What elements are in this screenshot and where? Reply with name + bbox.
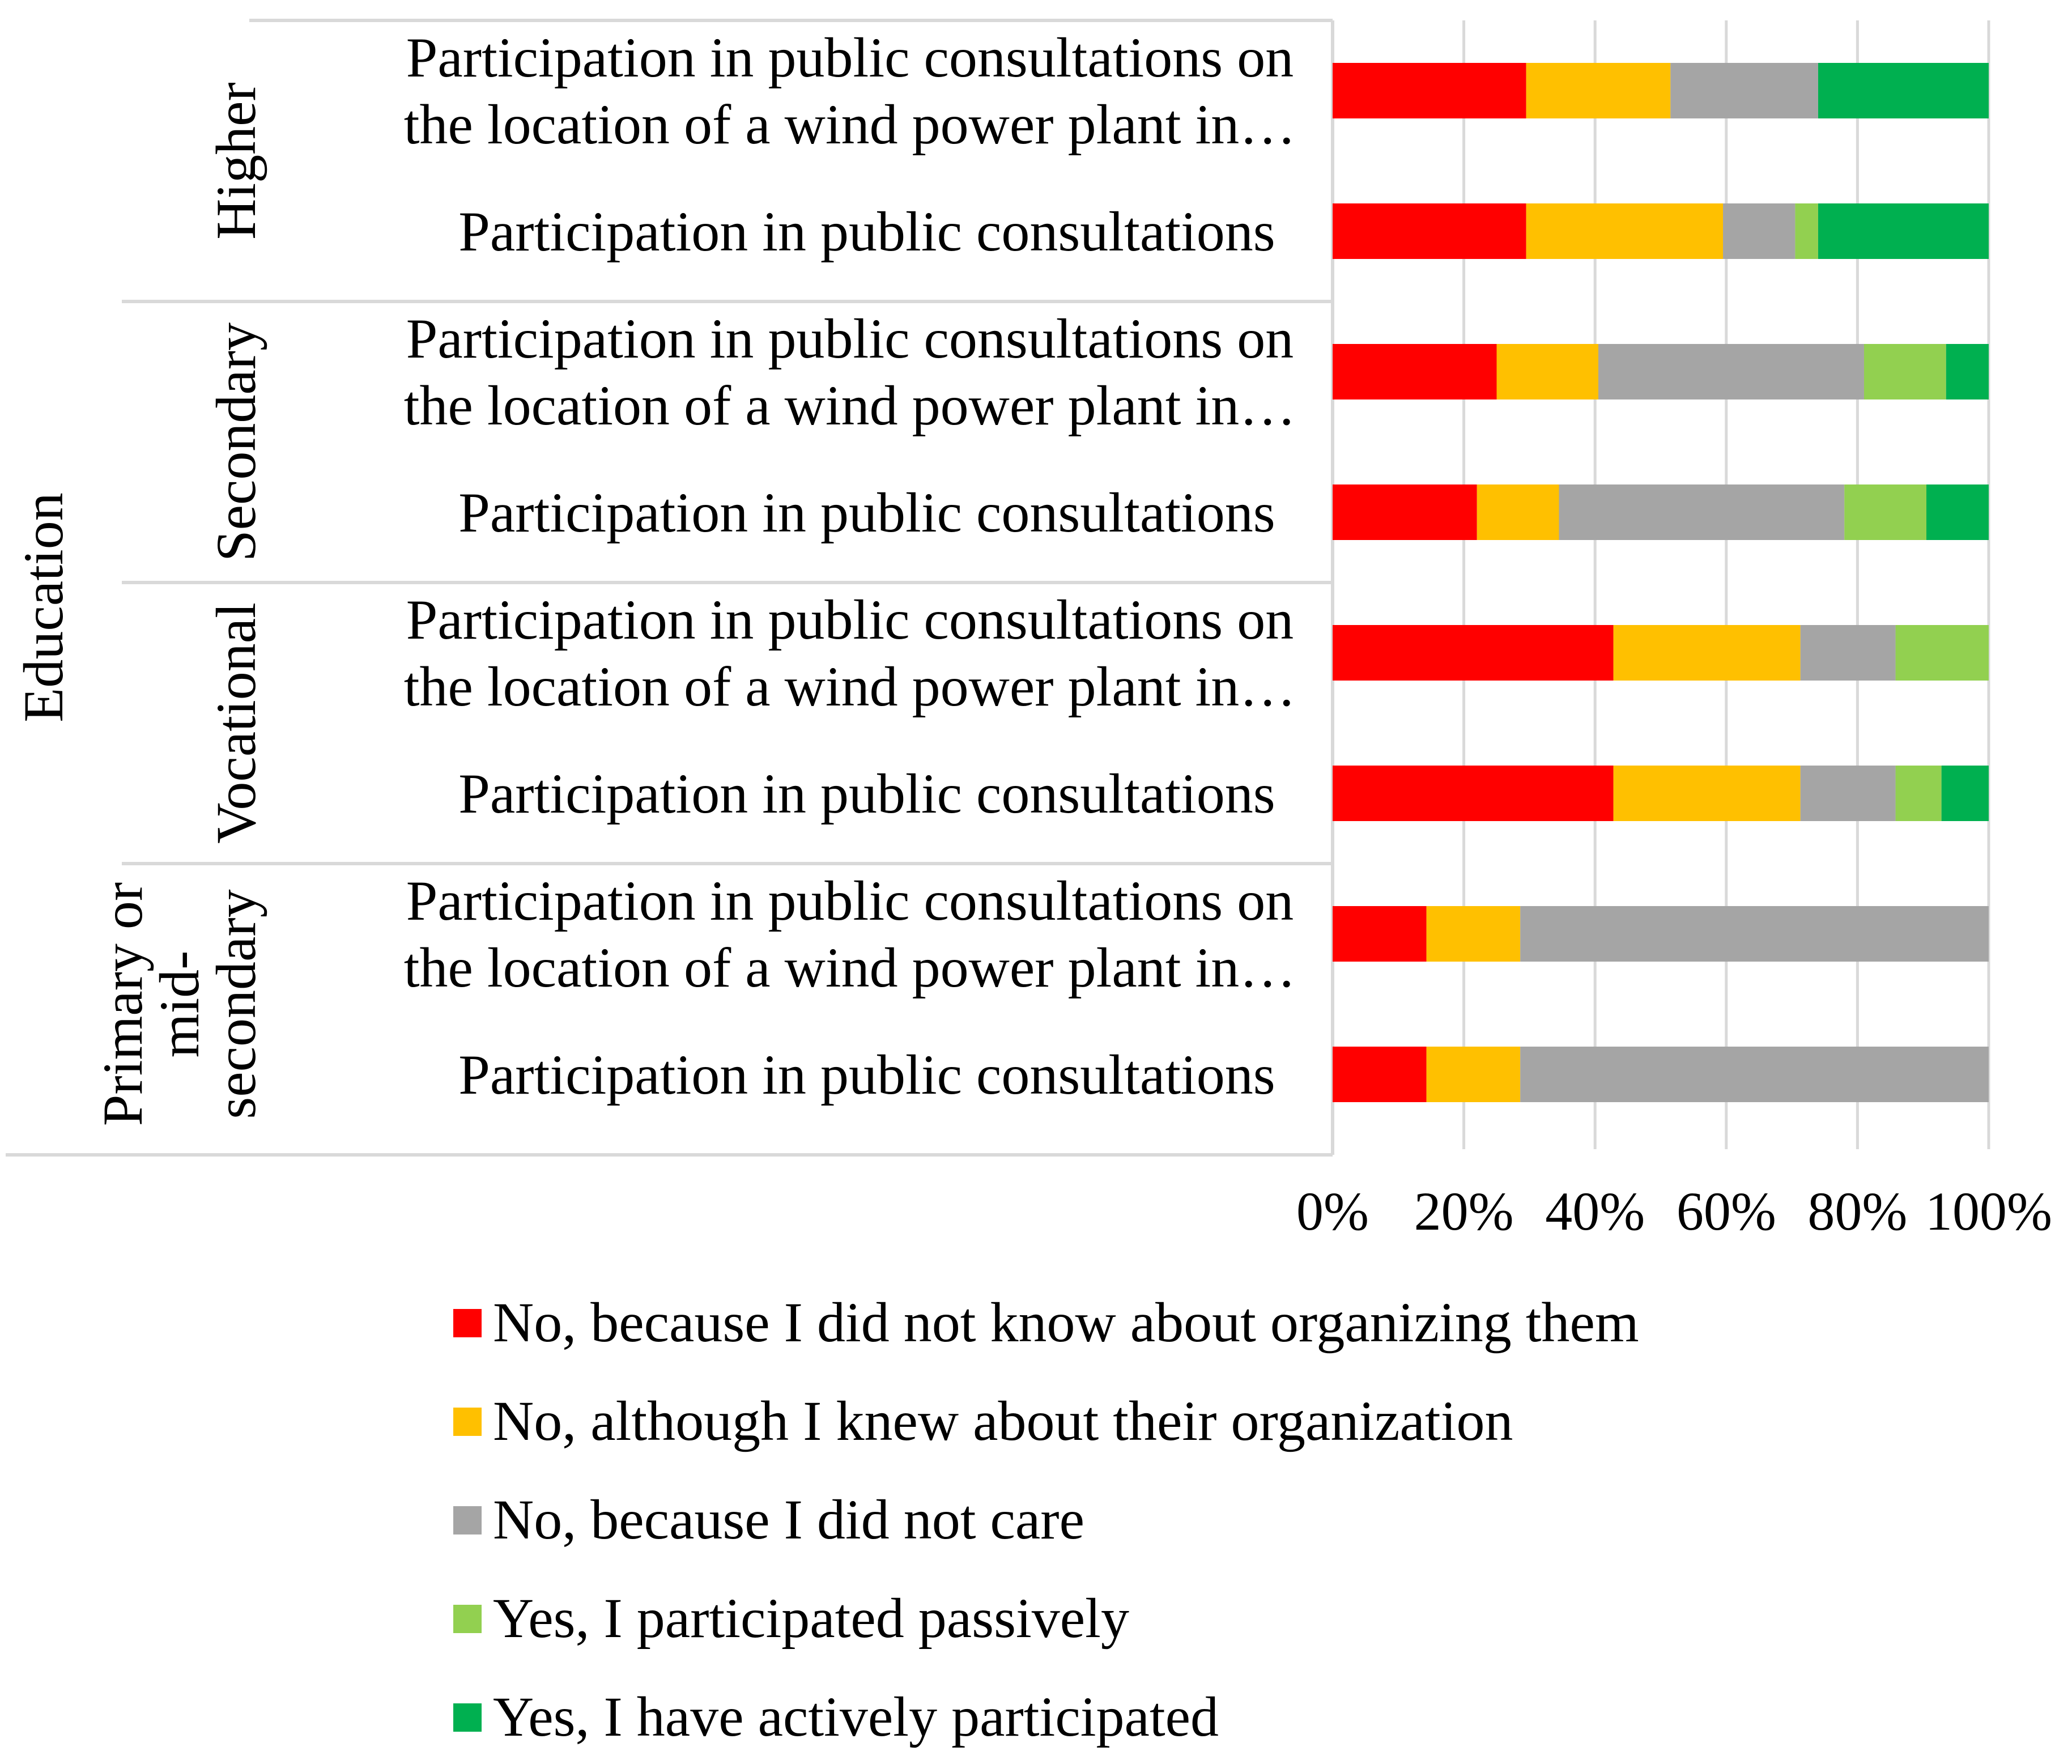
bar-segment [1795,203,1818,259]
group-label-line: secondary [205,889,267,1119]
group-label-line: Higher [205,82,267,240]
category-label-line: the location of a wind power plant in… [404,93,1296,156]
bar-segment [1526,203,1724,259]
bar-segment [1613,766,1801,821]
legend-label: No, because I did not care [493,1488,1084,1551]
group-label-line: mid- [148,951,211,1058]
bar-segment [1598,344,1864,399]
category-label: Participation in public consultations [458,762,1275,825]
bar-segment [1333,766,1614,821]
group-label: Primary ormid-secondary [91,882,267,1126]
bar-segment [1333,1047,1427,1102]
category-label-line: the location of a wind power plant in… [404,936,1296,999]
bar-segment [1863,344,1946,399]
x-tick-label: 0% [1296,1181,1369,1242]
bar-segment [1895,625,1989,681]
bar-segment [1818,203,1989,259]
x-tick-label: 100% [1925,1181,2052,1242]
legend-swatch [453,1408,482,1436]
category-label: Participation in public consultations [458,1043,1275,1106]
category-label-line: Participation in public consultations [458,200,1275,263]
category-label-line: Participation in public consultations [458,762,1275,825]
category-label: Participation in public consultations on… [404,869,1296,999]
bar-segment [1477,484,1559,540]
bar-segment [1496,344,1598,399]
category-label: Participation in public consultations on… [404,307,1296,437]
bar-segment [1333,63,1526,118]
legend-swatch [453,1605,482,1633]
bar-segment [1520,906,1989,962]
bar-segment [1520,1047,1989,1102]
x-tick-label: 60% [1677,1181,1776,1242]
group-label-line: Vocational [205,602,267,844]
category-label-line: Participation in public consultations on [406,869,1294,932]
category-label: Participation in public consultations on… [404,26,1296,156]
bar-segment [1818,63,1989,118]
legend-swatch [453,1703,482,1732]
category-label: Participation in public consultations [458,200,1275,263]
legend-label: No, although I knew about their organiza… [493,1389,1513,1452]
category-label: Participation in public consultations [458,481,1275,544]
bar-segment [1926,484,1989,540]
bar-segment [1333,484,1477,540]
x-tick-label: 40% [1545,1181,1645,1242]
bar-segment [1333,625,1614,681]
bar-segment [1559,484,1845,540]
bar-segment [1723,203,1796,259]
legend-label: No, because I did not know about organiz… [493,1291,1639,1354]
bar-segment [1844,484,1926,540]
category-label-line: Participation in public consultations on [406,26,1294,89]
group-label: Higher [205,82,267,240]
bar-segment [1333,203,1526,259]
bar-segment [1946,344,1989,399]
bar-segment [1800,766,1896,821]
bar-segment [1333,906,1427,962]
category-label-line: Participation in public consultations on [406,588,1294,651]
axis-title: Education [12,492,75,722]
bar-segment [1426,906,1521,962]
category-label: Participation in public consultations on… [404,588,1296,718]
bar-segment [1800,625,1896,681]
category-label-line: the location of a wind power plant in… [404,655,1296,718]
legend-swatch [453,1506,482,1535]
group-label-line: Secondary [205,322,267,562]
bar-segment [1333,344,1497,399]
bar-segment [1670,63,1818,118]
x-tick-label: 80% [1807,1181,1907,1242]
bar-segment [1941,766,1989,821]
bar-segment [1426,1047,1521,1102]
group-label: Secondary [205,322,267,562]
category-label-line: Participation in public consultations [458,1043,1275,1106]
category-label-line: Participation in public consultations on [406,307,1294,370]
bar-segment [1895,766,1942,821]
group-label-line: Primary or [91,882,154,1126]
bar-segment [1526,63,1671,118]
legend-swatch [453,1309,482,1337]
category-label-line: the location of a wind power plant in… [404,374,1296,437]
legend-label: Yes, I have actively participated [493,1685,1219,1748]
legend-label: Yes, I participated passively [493,1587,1129,1650]
bar-segment [1613,625,1801,681]
group-label: Vocational [205,602,267,844]
category-label-line: Participation in public consultations [458,481,1275,544]
x-tick-label: 20% [1414,1181,1514,1242]
